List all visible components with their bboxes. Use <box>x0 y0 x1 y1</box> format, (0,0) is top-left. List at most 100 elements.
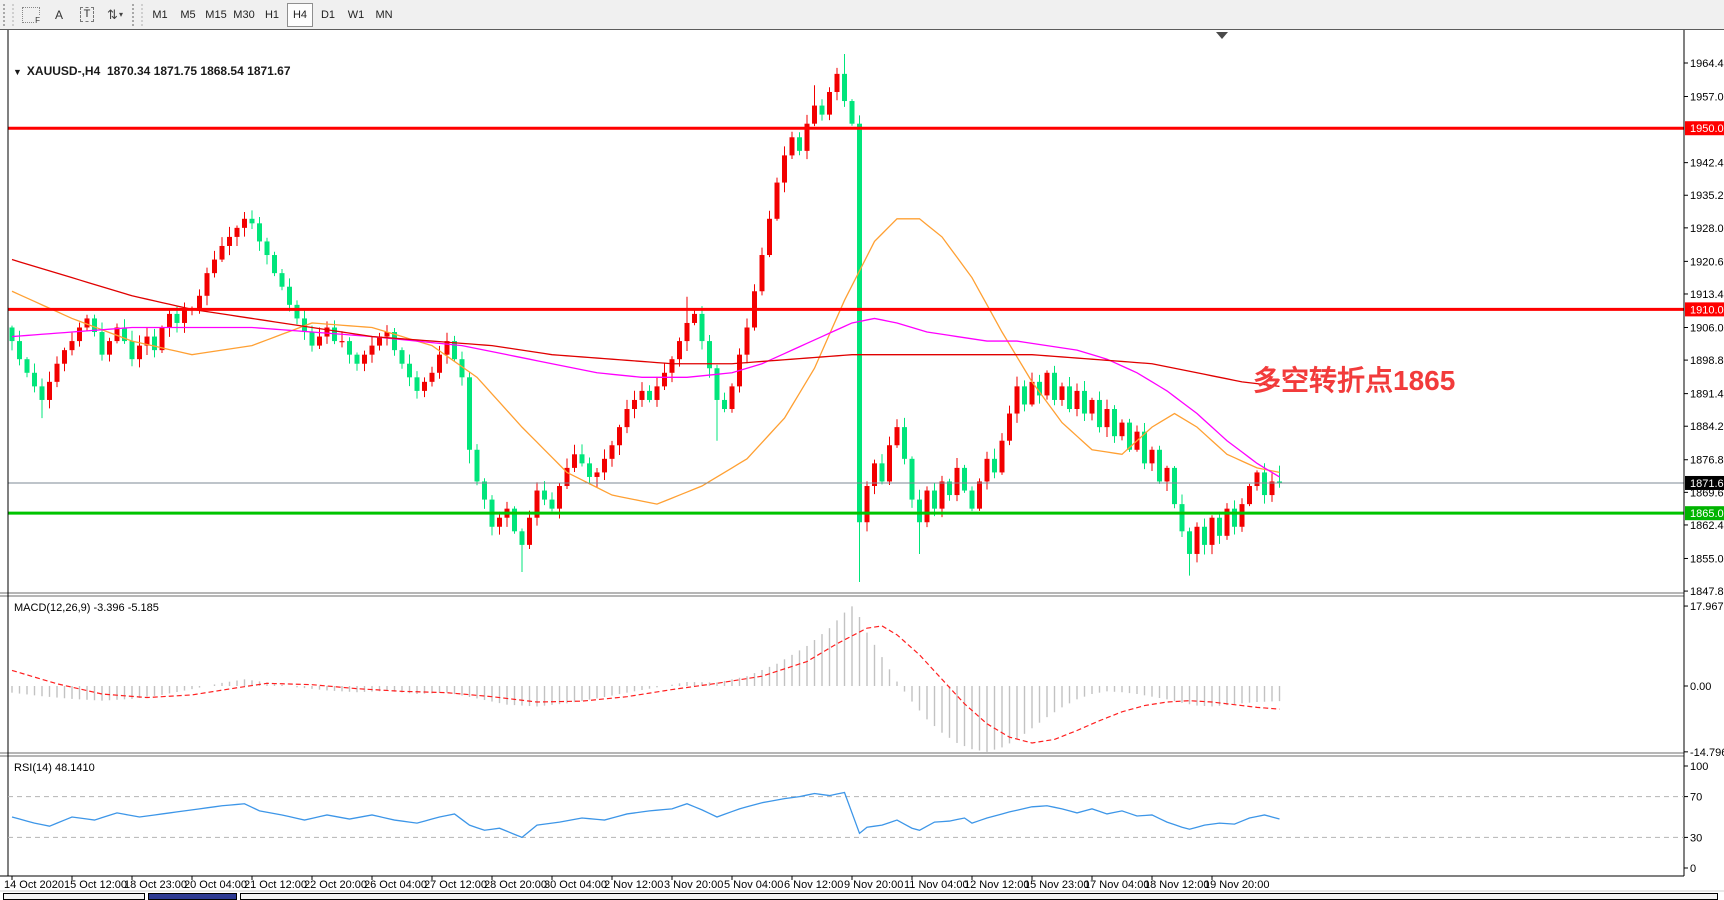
timeframe-button-M1[interactable]: M1 <box>152 8 168 21</box>
timeframe-button-D1[interactable]: D1 <box>320 8 336 21</box>
candle-up <box>639 390 645 400</box>
candle-up <box>1247 486 1252 505</box>
candle-down <box>1187 531 1192 554</box>
candle-up <box>429 372 435 382</box>
timeframe-button-MN[interactable]: MN <box>375 8 393 21</box>
candle-up <box>729 386 735 410</box>
candle-up <box>317 336 322 346</box>
candle-up <box>1119 422 1125 437</box>
timeframe-button-H1[interactable]: H1 <box>264 8 280 21</box>
candle-up <box>137 345 142 360</box>
candle-up <box>654 386 660 400</box>
candle-down <box>992 458 997 473</box>
bottom-window-tab-wide[interactable] <box>240 893 1718 900</box>
price-tick-label: 1935.20 <box>1690 190 1724 202</box>
price-badge-1950.00 <box>1685 121 1724 136</box>
candle-down <box>587 463 592 477</box>
chart-grid-f-button[interactable]: F <box>18 3 44 27</box>
candle-up <box>527 517 532 545</box>
candle-up <box>564 467 570 487</box>
rsi-tick-label: 100 <box>1690 761 1708 773</box>
toolbar-drag-grip[interactable] <box>3 3 14 26</box>
chart-shift-marker[interactable] <box>1216 32 1228 39</box>
time-tick-label: 9 Nov 20:00 <box>844 879 903 891</box>
macd-signal-line <box>11 625 1280 744</box>
chart-window[interactable]: 1964.40 1957.00 1942.40 1935.20 1928.00 1920.… <box>0 30 1724 900</box>
candle-up <box>662 372 667 387</box>
price-tick-label: 1964.40 <box>1690 58 1724 70</box>
timeframe-button-M15[interactable]: M15 <box>205 8 227 21</box>
candle-up <box>242 218 247 228</box>
price-tick-label: 1884.20 <box>1690 421 1724 433</box>
candle-up <box>1164 467 1170 482</box>
timeframe-button-W1[interactable]: W1 <box>347 8 365 21</box>
toolbar-drag-grip-2[interactable] <box>132 3 143 26</box>
candle-up <box>227 236 232 246</box>
candle-up <box>1269 481 1275 496</box>
price-tick-label: 1928.00 <box>1690 223 1724 235</box>
chevron-down-icon[interactable]: ▾ <box>118 10 123 19</box>
price-tick-label: 1906.00 <box>1690 322 1724 334</box>
candle-down <box>1067 386 1072 410</box>
price-tick-label: 1855.00 <box>1690 553 1724 565</box>
candle-up <box>1074 390 1080 410</box>
candle-up <box>999 440 1005 473</box>
candle-down <box>1142 431 1147 464</box>
price-badge-1871.67 <box>1685 475 1724 490</box>
candle-up <box>324 327 330 337</box>
time-tick-label: 2 Nov 12:00 <box>604 879 663 891</box>
ohlc-open: 1870.34 <box>106 64 151 78</box>
candle-up <box>1194 526 1200 554</box>
candle-down <box>152 336 157 351</box>
price-chart-canvas[interactable]: 1964.40 1957.00 1942.40 1935.20 1928.00 1920.… <box>0 30 1724 900</box>
candle-down <box>399 350 405 364</box>
ohlc-low: 1868.54 <box>200 64 244 78</box>
time-tick-label: 19 Nov 20:00 <box>1204 879 1269 891</box>
candle-down <box>579 454 585 464</box>
grid-f-icon: F <box>22 6 40 25</box>
candle-up <box>834 73 840 92</box>
candle-up <box>384 332 390 337</box>
candle-down <box>714 368 720 400</box>
candle-up <box>894 427 900 446</box>
time-tick-label: 20 Oct 04:00 <box>184 879 247 891</box>
ohlc-close: 1871.67 <box>247 64 291 78</box>
symbol-dropdown-caret[interactable]: ▼ <box>13 67 22 77</box>
rsi-tick-label: 30 <box>1690 832 1702 844</box>
bottom-window-tab-selected[interactable] <box>148 893 237 900</box>
arrow-objects-button[interactable]: ⇅ ▾ <box>102 3 128 27</box>
bottom-window-tab[interactable] <box>3 893 145 900</box>
candle-up <box>47 381 52 400</box>
candle-up <box>369 345 375 355</box>
candle-up <box>759 255 765 292</box>
time-tick-label: 28 Oct 20:00 <box>484 879 547 891</box>
candle-down <box>722 399 727 410</box>
candles-layer <box>9 53 1282 583</box>
candle-down <box>452 341 457 360</box>
candle-up <box>572 454 577 468</box>
timeframe-button-M5[interactable]: M5 <box>180 8 196 21</box>
candle-up <box>1014 386 1020 414</box>
candle-up <box>557 486 562 509</box>
candle-down <box>947 481 952 496</box>
timeframe-button-M30[interactable]: M30 <box>233 8 255 21</box>
timeframe-button-H4[interactable]: H4 <box>287 2 313 27</box>
time-tick-label: 27 Oct 12:00 <box>424 879 487 891</box>
candle-down <box>1157 449 1162 482</box>
candle-up <box>692 313 697 323</box>
time-tick-label: 30 Oct 04:00 <box>544 879 607 891</box>
text-label-button[interactable]: T <box>74 3 100 27</box>
candle-down <box>407 363 412 378</box>
candle-up <box>624 409 630 428</box>
symbol-period-label: XAUUSD-,H4 <box>26 64 101 78</box>
text-annotation-button[interactable]: A <box>46 3 72 27</box>
candle-down <box>969 490 975 509</box>
candle-up <box>497 517 502 527</box>
candle-down <box>24 359 30 373</box>
candle-up <box>1239 504 1245 527</box>
candle-down <box>459 359 465 378</box>
arrows-icon: ⇅ <box>107 6 118 22</box>
candle-up <box>789 137 795 156</box>
candle-up <box>422 381 427 391</box>
